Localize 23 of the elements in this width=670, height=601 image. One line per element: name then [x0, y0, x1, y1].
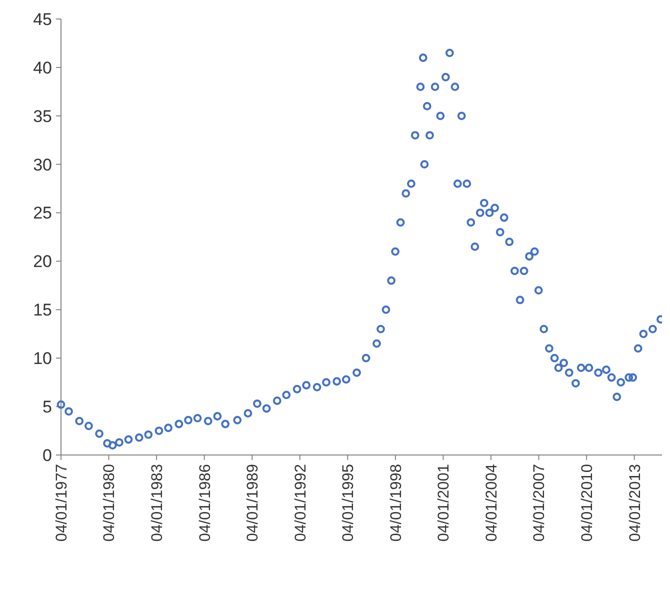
- y-tick-label: 0: [42, 446, 52, 465]
- x-tick-label: 04/01/1980: [101, 464, 118, 542]
- x-tick-label: 04/01/1992: [292, 464, 310, 542]
- x-tick-label: 04/01/2013: [626, 464, 644, 542]
- y-tick-label: 30: [33, 155, 52, 174]
- x-tick-label: 04/01/1977: [53, 464, 70, 542]
- x-tick-label: 04/01/2010: [578, 464, 596, 542]
- y-tick-label: 35: [33, 106, 52, 126]
- x-tick-label: 04/01/2004: [483, 464, 500, 542]
- y-tick-label: 45: [33, 10, 52, 29]
- y-tick-label: 25: [33, 204, 52, 223]
- x-tick-label: 04/01/1986: [196, 464, 214, 542]
- y-tick-label: 20: [33, 252, 52, 272]
- y-tick-label: 5: [42, 398, 52, 417]
- x-tick-label: 04/01/1989: [244, 464, 262, 542]
- y-tick-label: 40: [33, 58, 52, 78]
- x-tick-label: 04/01/1995: [340, 464, 358, 542]
- x-tick-label: 04/01/2001: [436, 464, 453, 542]
- x-tick-label: 04/01/1983: [148, 464, 166, 542]
- x-tick-label: 04/01/1998: [388, 464, 405, 542]
- x-tick-label: 04/01/2007: [531, 464, 548, 542]
- y-tick-label: 10: [33, 349, 52, 368]
- y-tick-label: 15: [33, 300, 52, 320]
